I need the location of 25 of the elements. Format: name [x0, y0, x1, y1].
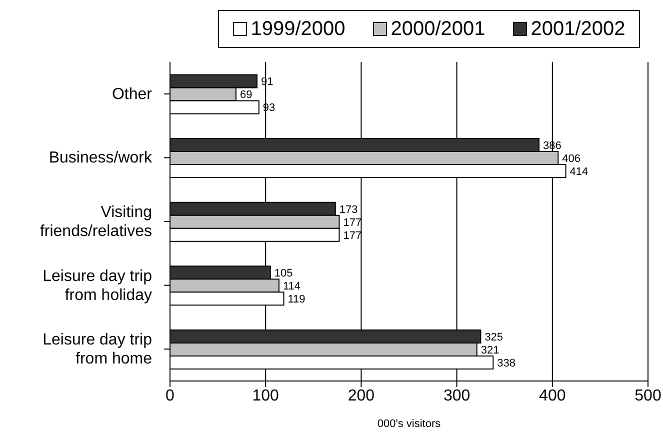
x-tick-label: 100 — [252, 387, 280, 404]
y-tick-label: Business/work — [48, 149, 153, 166]
y-tick-label: Visiting friends/relatives — [40, 204, 152, 240]
x-tick-label: 200 — [348, 387, 375, 404]
data-label: 105 — [274, 268, 293, 280]
x-tick-label: 500 — [634, 387, 662, 404]
x-tick-label: 0 — [166, 387, 175, 404]
x-tick-label: 400 — [539, 387, 566, 404]
data-label: 114 — [282, 280, 301, 293]
y-tick-label: Leisure day trip from holiday — [42, 267, 152, 304]
data-label: 321 — [480, 344, 500, 356]
data-label: 338 — [497, 357, 516, 370]
y-tick-label: Other — [112, 85, 153, 102]
data-label: 69 — [240, 89, 252, 102]
legend-label: 2000/2001 — [390, 18, 486, 40]
data-label: 406 — [562, 152, 580, 165]
y-tick-label: Leisure day trip from home — [42, 331, 152, 368]
legend-label: 1999/2000 — [250, 18, 346, 40]
data-label: 119 — [288, 294, 306, 306]
data-label: 173 — [339, 204, 358, 216]
data-label: 325 — [484, 331, 504, 344]
data-label: 414 — [570, 166, 588, 178]
x-axis-title: 000's visitors — [377, 418, 442, 430]
legend-label: 2001/2002 — [530, 18, 626, 40]
x-tick-label: 300 — [443, 387, 470, 404]
